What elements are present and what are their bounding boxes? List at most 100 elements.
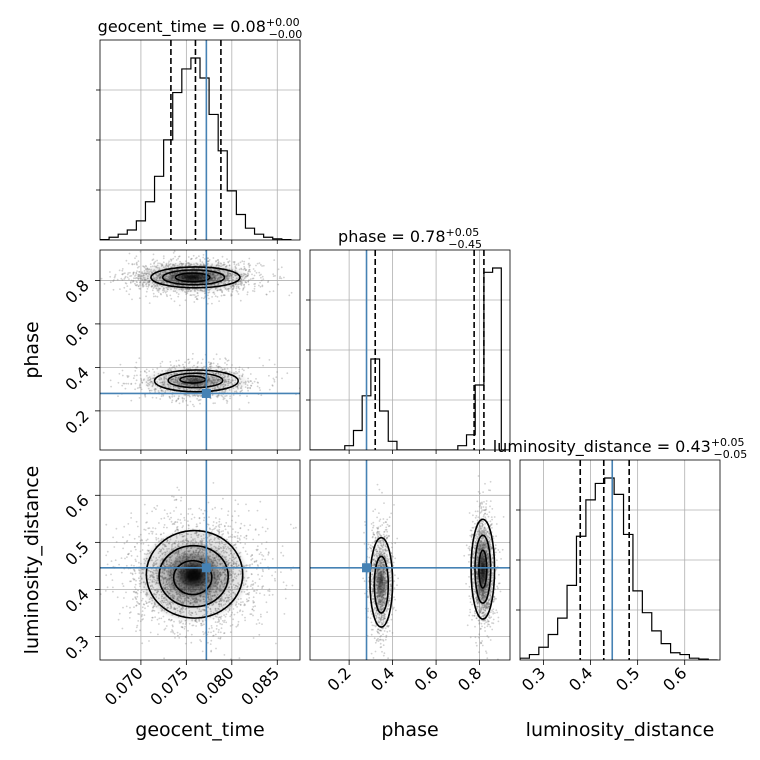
- scatter-point: [137, 278, 140, 281]
- scatter-point: [234, 536, 237, 538]
- scatter-point: [273, 379, 276, 381]
- scatter-point: [281, 377, 283, 380]
- scatter-point: [239, 551, 242, 554]
- scatter-point: [127, 523, 130, 525]
- scatter-point: [229, 397, 232, 400]
- scatter-point: [112, 536, 114, 539]
- scatter-point: [169, 263, 172, 265]
- scatter-point: [253, 285, 256, 288]
- scatter-point: [149, 389, 151, 392]
- scatter-point: [135, 379, 138, 382]
- scatter-point: [196, 362, 199, 365]
- scatter-point: [184, 636, 187, 639]
- scatter-point: [237, 540, 239, 543]
- scatter-point: [132, 598, 134, 601]
- scatter-point: [178, 489, 180, 491]
- scatter-point: [222, 396, 225, 399]
- scatter-point: [252, 596, 255, 599]
- scatter-point: [122, 536, 124, 539]
- scatter-point: [250, 573, 253, 575]
- scatter-point: [252, 590, 255, 592]
- scatter-point: [195, 620, 197, 623]
- scatter-point: [151, 610, 154, 613]
- scatter-point: [200, 297, 203, 299]
- scatter-point: [250, 384, 253, 387]
- scatter-point: [153, 605, 156, 608]
- scatter-point: [222, 398, 225, 401]
- scatter-point: [280, 551, 282, 554]
- scatter-point: [227, 514, 229, 516]
- scatter-point: [164, 291, 167, 294]
- title-main: geocent_time = 0.08: [98, 17, 266, 37]
- scatter-point: [203, 258, 206, 260]
- scatter-point: [259, 281, 261, 284]
- scatter-point: [199, 398, 202, 401]
- scatter-point: [247, 283, 250, 286]
- scatter-point: [175, 506, 178, 509]
- scatter-point: [223, 294, 226, 297]
- scatter-point: [212, 358, 215, 360]
- scatter-point: [134, 586, 136, 588]
- scatter-point: [140, 591, 142, 594]
- scatter-point: [255, 592, 258, 594]
- scatter-point: [225, 394, 228, 397]
- scatter-point: [176, 521, 179, 524]
- scatter-point: [128, 612, 131, 614]
- scatter-point: [151, 616, 154, 619]
- scatter-point: [138, 561, 140, 564]
- scatter-point: [242, 289, 244, 291]
- scatter-point: [134, 282, 136, 285]
- scatter-point: [150, 619, 153, 622]
- scatter-point: [131, 298, 133, 301]
- scatter-point: [152, 287, 155, 289]
- panel-hist-geocent_time: geocent_time = 0.08+0.00 −0.00: [96, 16, 303, 241]
- scatter-point: [213, 291, 215, 294]
- scatter-point: [237, 262, 240, 265]
- scatter-point: [138, 270, 141, 273]
- scatter-point: [215, 647, 217, 650]
- scatter-point: [184, 299, 187, 302]
- scatter-point: [187, 358, 190, 361]
- scatter-point: [242, 288, 245, 290]
- scatter-point: [237, 603, 240, 605]
- scatter-point: [249, 380, 252, 382]
- scatter-point: [168, 518, 171, 521]
- scatter-point: [202, 512, 205, 515]
- scatter-point: [218, 616, 221, 618]
- scatter-point: [240, 597, 242, 600]
- scatter-point: [219, 358, 221, 360]
- scatter-point: [225, 399, 228, 402]
- title-sub: −0.00: [269, 28, 303, 41]
- scatter-point: [152, 606, 155, 609]
- scatter-point: [211, 528, 214, 531]
- scatter-point: [229, 535, 232, 538]
- scatter-point: [238, 408, 241, 410]
- scatter-point: [152, 368, 154, 371]
- scatter-point: [171, 629, 173, 631]
- scatter-point: [179, 621, 182, 624]
- contour-3: [153, 369, 239, 393]
- scatter-point: [268, 588, 271, 591]
- scatter-point: [249, 387, 252, 390]
- scatter-point: [131, 263, 134, 266]
- scatter-point: [146, 268, 149, 271]
- scatter-point: [162, 394, 165, 397]
- scatter-point: [232, 618, 235, 621]
- scatter-point: [127, 375, 130, 378]
- scatter-point: [261, 526, 264, 529]
- scatter-point: [162, 289, 165, 291]
- title-sub: −0.05: [714, 448, 748, 461]
- scatter-point: [198, 517, 201, 519]
- scatter-point: [155, 537, 158, 539]
- scatter-point: [208, 361, 210, 364]
- scatter-point: [138, 569, 140, 571]
- scatter-point: [153, 262, 155, 265]
- frame: [99, 249, 301, 451]
- scatter-point: [162, 615, 165, 618]
- scatter-point: [244, 281, 247, 283]
- scatter-point: [132, 577, 135, 580]
- scatter-point: [247, 564, 249, 567]
- scatter-point: [144, 370, 146, 373]
- scatter-point: [162, 532, 165, 534]
- scatter-point: [227, 290, 230, 292]
